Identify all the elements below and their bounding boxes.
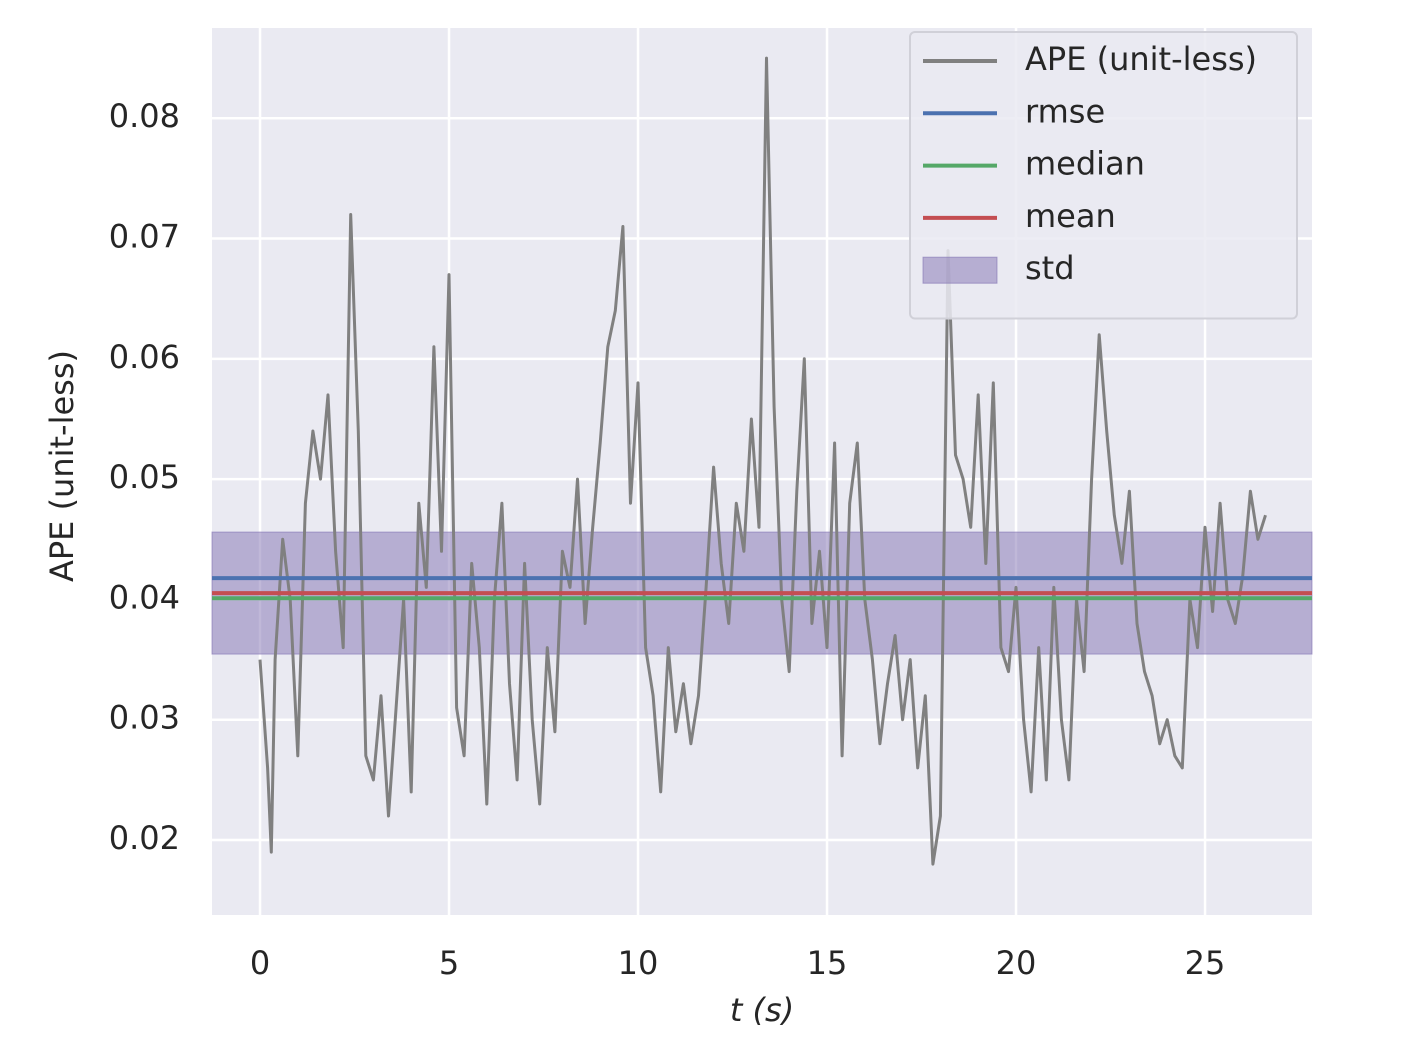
x-tick-label: 5 xyxy=(439,944,459,982)
legend-label: rmse xyxy=(1025,92,1105,130)
x-axis-label: t (s) xyxy=(730,991,794,1029)
x-tick-label: 20 xyxy=(996,944,1037,982)
y-tick-label: 0.03 xyxy=(109,699,180,737)
x-tick-label: 10 xyxy=(618,944,659,982)
legend-label: mean xyxy=(1025,197,1116,235)
legend-swatch xyxy=(922,256,998,284)
y-tick-label: 0.08 xyxy=(109,97,180,135)
y-tick-label: 0.07 xyxy=(109,218,180,256)
legend: APE (unit-less) rmse median mean std xyxy=(909,31,1298,320)
x-tick-label: 15 xyxy=(807,944,848,982)
data-line xyxy=(258,56,1267,866)
y-axis-label: APE (unit-less) xyxy=(43,350,81,582)
legend-label: median xyxy=(1025,145,1145,183)
y-tick-label: 0.04 xyxy=(109,578,180,616)
y-tick-label: 0.02 xyxy=(109,819,180,857)
x-tick-label: 25 xyxy=(1185,944,1226,982)
x-tick-label: 0 xyxy=(250,944,270,982)
y-tick-label: 0.06 xyxy=(109,338,180,376)
axes: 0 5 10 15 20 25 0.02 0.03 0.04 0.05 0.06 0.07 0.08 xyxy=(109,97,1226,982)
y-tick-label: 0.05 xyxy=(109,458,180,496)
legend-label: APE (unit-less) xyxy=(1025,40,1257,78)
legend-box xyxy=(909,31,1298,320)
legend-label: std xyxy=(1025,249,1075,287)
marks xyxy=(211,56,1313,866)
